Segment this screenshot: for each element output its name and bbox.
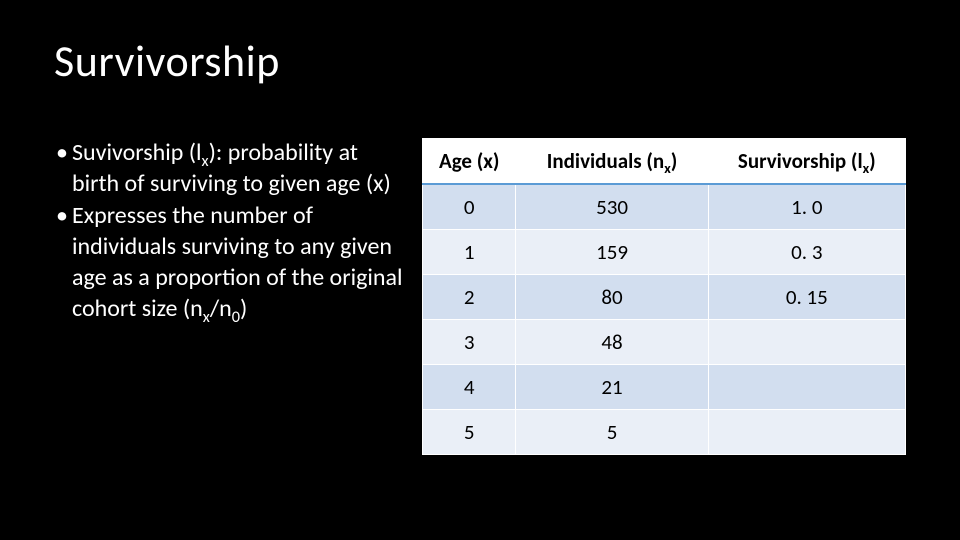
table-row: 4 21 [423,365,906,410]
cell-age: 2 [423,275,516,320]
header-text: ) [671,148,678,174]
table-row: 2 80 0. 15 [423,275,906,320]
header-text: Individuals (n [547,148,664,174]
bullet-item: • Expresses the number of individuals su… [54,201,404,324]
cell-individuals: 80 [516,275,708,320]
table-body: 0 530 1. 0 1 159 0. 3 2 80 0. 15 [423,184,906,455]
content-row: • Suvivorship (lx): probability at birth… [54,138,906,455]
subscript: x [203,306,210,326]
cell-age: 4 [423,365,516,410]
bullet-text-part: /n [210,294,232,323]
table-row: 1 159 0. 3 [423,230,906,275]
slide: Survivorship • Suvivorship (lx): probabi… [0,0,960,540]
survivorship-table: Age (x) Individuals (nx) Survivorship (l… [422,138,906,455]
cell-age: 1 [423,230,516,275]
cell-individuals: 159 [516,230,708,275]
header-text: ) [869,148,876,174]
cell-survivorship: 1. 0 [708,184,905,230]
cell-age: 0 [423,184,516,230]
bullet-marker: • [54,201,72,324]
bullet-text: Suvivorship (lx): probability at birth o… [72,138,404,199]
slide-title: Survivorship [54,34,906,88]
subscript: 0 [232,306,240,326]
bullet-text-part: Expresses the number of individuals surv… [72,201,403,322]
cell-survivorship [708,410,905,455]
bullet-item: • Suvivorship (lx): probability at birth… [54,138,404,199]
cell-survivorship [708,365,905,410]
header-text: Survivorship (l [738,148,863,174]
col-header-survivorship: Survivorship (lx) [708,139,905,185]
cell-individuals: 530 [516,184,708,230]
survivorship-table-wrap: Age (x) Individuals (nx) Survivorship (l… [422,138,906,455]
cell-individuals: 48 [516,320,708,365]
cell-survivorship: 0. 15 [708,275,905,320]
cell-survivorship [708,320,905,365]
table-row: 0 530 1. 0 [423,184,906,230]
cell-age: 3 [423,320,516,365]
col-header-individuals: Individuals (nx) [516,139,708,185]
bullet-marker: • [54,138,72,199]
cell-age: 5 [423,410,516,455]
bullet-text-part: Suvivorship (l [72,138,202,167]
cell-survivorship: 0. 3 [708,230,905,275]
bullet-text: Expresses the number of individuals surv… [72,201,404,324]
table-row: 3 48 [423,320,906,365]
cell-individuals: 5 [516,410,708,455]
table-row: 5 5 [423,410,906,455]
header-text: Age (x) [439,148,500,174]
bullet-text-part: ) [240,294,247,323]
col-header-age: Age (x) [423,139,516,185]
bullet-list: • Suvivorship (lx): probability at birth… [54,138,404,326]
table-header-row: Age (x) Individuals (nx) Survivorship (l… [423,139,906,185]
cell-individuals: 21 [516,365,708,410]
table-header: Age (x) Individuals (nx) Survivorship (l… [423,139,906,185]
